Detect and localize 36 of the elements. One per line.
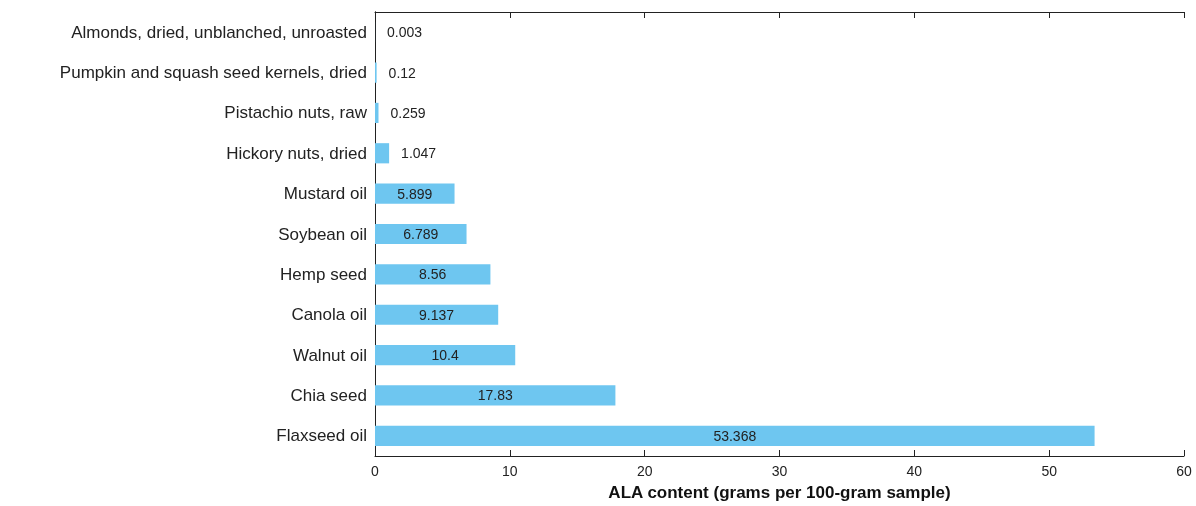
data-label: 9.137 <box>419 306 455 323</box>
x-tick-label: 50 <box>1041 463 1058 479</box>
data-label: 6.789 <box>403 226 439 242</box>
x-axis-title: ALA content (grams per 100-gram sample) <box>608 483 951 502</box>
x-tick-label: 0 <box>371 463 380 479</box>
data-label: 53.368 <box>713 427 757 444</box>
y-tick-label: Pumpkin and squash seed kernels, dried <box>59 63 367 83</box>
data-label: 1.047 <box>401 145 437 162</box>
bar <box>375 304 499 325</box>
y-tick-label: Almonds, dried, unblanched, unroasted <box>71 22 367 42</box>
y-tick-label: Pistachio nuts, raw <box>224 103 368 123</box>
y-tick-label: Flaxseed oil <box>276 426 367 446</box>
y-tick-label: Hemp seed <box>280 264 367 284</box>
data-label: 0.259 <box>390 104 426 121</box>
bar <box>375 345 516 366</box>
y-tick-label: Hickory nuts, dried <box>226 143 367 163</box>
x-tick-label: 10 <box>502 463 518 479</box>
bar <box>375 425 1095 446</box>
y-tick-label: Mustard oil <box>283 184 367 204</box>
y-tick-label: Canola oil <box>291 305 367 325</box>
bar <box>375 143 390 164</box>
data-label: 8.56 <box>419 266 447 283</box>
bar <box>375 264 491 285</box>
data-label: 0.003 <box>387 24 423 41</box>
x-tick-label: 30 <box>771 463 788 479</box>
y-tick-label: Soybean oil <box>278 224 367 244</box>
data-label: 17.83 <box>477 387 513 404</box>
x-tick-label: 40 <box>906 463 923 479</box>
x-tick-label: 20 <box>636 463 653 479</box>
y-tick-label: Walnut oil <box>292 345 367 365</box>
bar <box>375 385 616 406</box>
y-tick-label: Chia seed <box>290 385 367 405</box>
data-label: 5.899 <box>397 185 433 202</box>
data-label: 10.4 <box>431 347 459 364</box>
x-tick-label: 60 <box>1176 463 1192 479</box>
data-label: 0.12 <box>388 64 417 81</box>
